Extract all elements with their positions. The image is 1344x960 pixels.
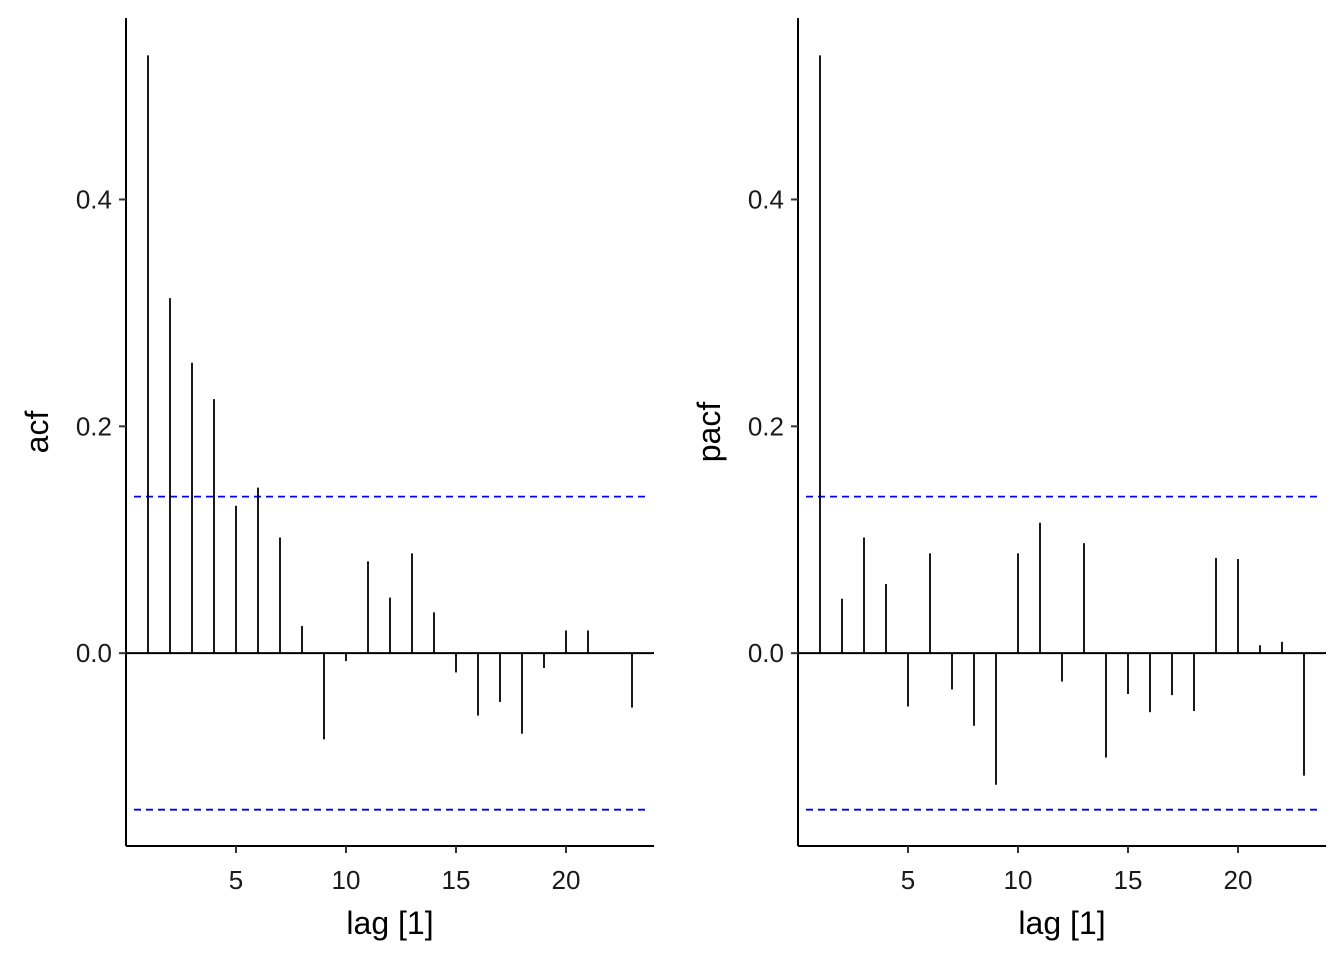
acf-x-tick-label: 5	[229, 865, 243, 895]
pacf-y-tick-label: 0.0	[748, 638, 784, 668]
acf-y-tick-label: 0.4	[76, 184, 112, 214]
acf-panel: 0.0 0.2 0.4 5 10 15 20 acf lag [1]	[19, 18, 654, 941]
acf-x-tick-label: 20	[552, 865, 581, 895]
acf-x-axis-title: lag [1]	[346, 905, 433, 941]
pacf-x-tick-label: 15	[1114, 865, 1143, 895]
pacf-x-tick-label: 10	[1004, 865, 1033, 895]
pacf-y-tick-label: 0.2	[748, 411, 784, 441]
acf-x-tick-label: 10	[332, 865, 361, 895]
acf-y-tick-label: 0.2	[76, 411, 112, 441]
acf-y-tick-label: 0.0	[76, 638, 112, 668]
acf-x-tick-label: 15	[442, 865, 471, 895]
pacf-x-tick-label: 5	[901, 865, 915, 895]
acf-y-axis-title: acf	[19, 411, 55, 454]
pacf-y-tick-label: 0.4	[748, 184, 784, 214]
pacf-y-axis-title: pacf	[691, 402, 727, 463]
pacf-x-tick-label: 20	[1224, 865, 1253, 895]
pacf-panel: 0.0 0.2 0.4 5 10 15 20 pacf lag [1]	[691, 18, 1326, 941]
pacf-x-axis-title: lag [1]	[1018, 905, 1105, 941]
